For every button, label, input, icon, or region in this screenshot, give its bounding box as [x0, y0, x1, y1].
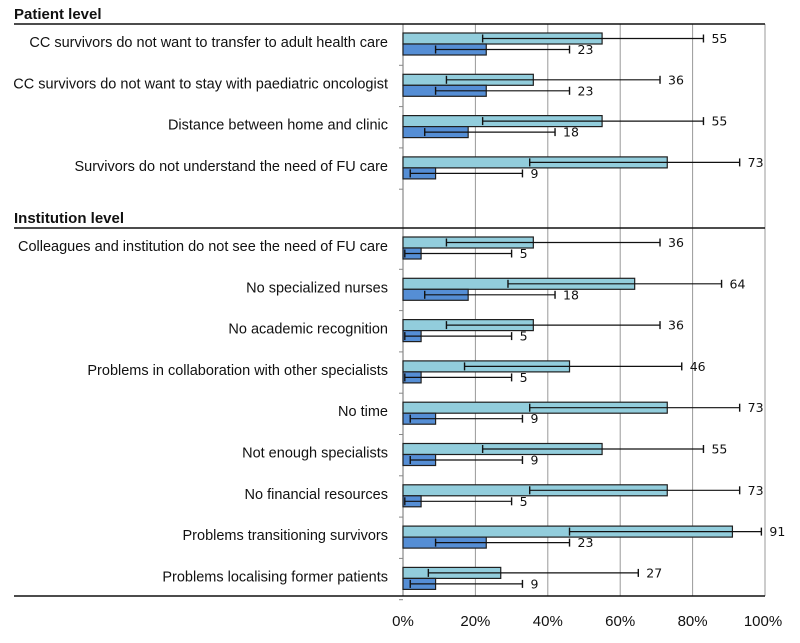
category-label: No financial resources [245, 487, 388, 503]
data-label-series-b: 5 [520, 370, 528, 385]
category-label: Not enough specialists [242, 446, 388, 462]
x-tick-label: 60% [605, 613, 635, 630]
data-label-series-b: 18 [563, 125, 579, 140]
error-bars [404, 34, 763, 588]
category-label: No specialized nurses [246, 280, 388, 296]
data-label-series-b: 5 [520, 246, 528, 261]
data-label-series-a: 55 [711, 31, 727, 46]
data-label-series-a: 46 [690, 359, 706, 374]
data-label-series-b: 23 [578, 42, 594, 57]
section-title: Institution level [14, 210, 124, 227]
category-label: Colleagues and institution do not see th… [18, 239, 388, 255]
x-axis-ticks: 0% 20% 40% 60% 80% 100% [392, 613, 782, 630]
data-label-series-a: 73 [748, 155, 764, 170]
section-title: Patient level [14, 6, 102, 23]
data-label-series-a: 36 [668, 235, 684, 250]
category-label: Distance between home and clinic [168, 118, 388, 134]
data-label-series-a: 55 [711, 114, 727, 129]
x-tick-label: 100% [744, 613, 782, 630]
section-separators [14, 23, 765, 597]
data-label-series-a: 36 [668, 72, 684, 87]
category-label: Problems transitioning survivors [183, 528, 389, 544]
data-label-series-b: 23 [578, 535, 594, 550]
bars [402, 32, 734, 591]
category-label: Problems in collaboration with other spe… [87, 363, 388, 379]
data-label-series-b: 9 [530, 576, 538, 591]
x-tick-label: 20% [460, 613, 490, 630]
data-label-series-a: 73 [748, 483, 764, 498]
category-label: Survivors do not understand the need of … [74, 159, 388, 175]
data-label-series-b: 9 [530, 411, 538, 426]
data-label-series-b: 5 [520, 329, 528, 344]
data-label-series-b: 23 [578, 83, 594, 98]
category-label: No academic recognition [228, 322, 388, 338]
data-label-series-a: 73 [748, 400, 764, 415]
gridlines [399, 24, 766, 601]
labels: Patient level CC survivors do not want to… [13, 6, 785, 591]
data-label-series-b: 18 [563, 287, 579, 302]
data-label-series-a: 36 [668, 318, 684, 333]
x-tick-label: 80% [678, 613, 708, 630]
data-label-series-a: 91 [769, 524, 785, 539]
data-label-series-a: 27 [646, 565, 662, 580]
category-label: CC survivors do not want to stay with pa… [13, 76, 388, 92]
category-label: No time [338, 404, 388, 420]
data-label-series-b: 9 [530, 453, 538, 468]
x-tick-label: 40% [533, 613, 563, 630]
data-label-series-b: 5 [520, 494, 528, 509]
data-label-series-a: 64 [730, 276, 746, 291]
x-tick-label: 0% [392, 613, 414, 630]
data-label-series-a: 55 [711, 442, 727, 457]
data-label-series-b: 9 [530, 166, 538, 181]
category-label: CC survivors do not want to transfer to … [29, 35, 388, 51]
category-label: Problems localising former patients [162, 569, 388, 585]
